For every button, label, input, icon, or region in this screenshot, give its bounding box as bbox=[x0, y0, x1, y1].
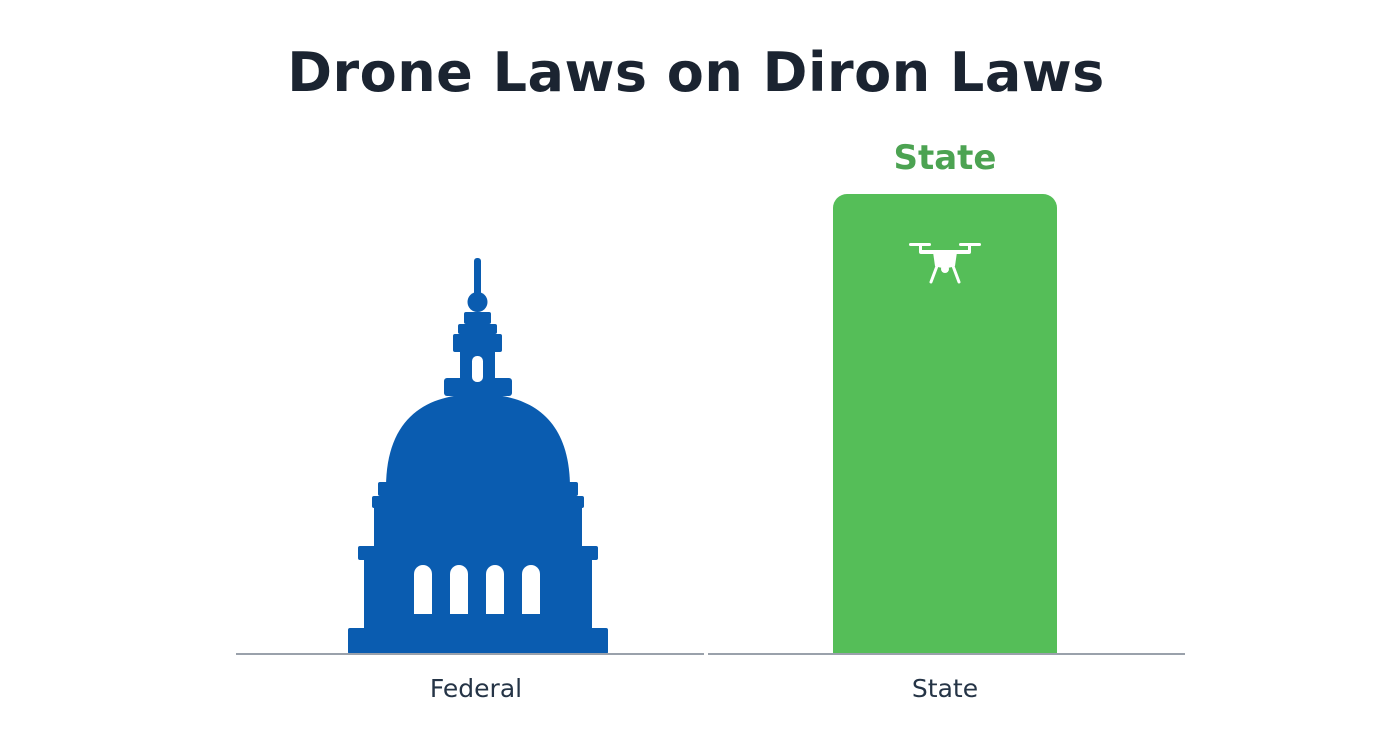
state-baseline bbox=[708, 653, 1185, 655]
state-heading: State bbox=[893, 138, 997, 178]
capitol-dome-icon bbox=[348, 258, 608, 654]
page-title: Drone Laws on Diron Laws bbox=[287, 41, 1105, 104]
federal-label: Federal bbox=[429, 674, 523, 703]
state-bar bbox=[833, 194, 1057, 654]
drone-icon bbox=[909, 243, 981, 284]
state-label: State bbox=[911, 674, 979, 703]
federal-baseline bbox=[236, 653, 704, 655]
